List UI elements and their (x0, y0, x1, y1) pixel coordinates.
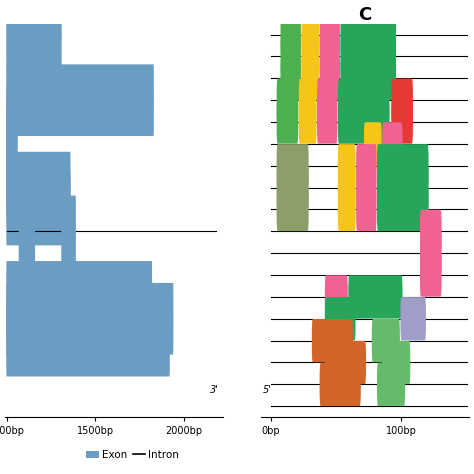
FancyBboxPatch shape (6, 130, 18, 201)
FancyBboxPatch shape (299, 100, 317, 144)
FancyBboxPatch shape (356, 144, 376, 187)
FancyBboxPatch shape (277, 166, 309, 209)
FancyBboxPatch shape (401, 297, 426, 340)
FancyBboxPatch shape (6, 86, 18, 158)
Text: 3': 3' (210, 385, 219, 395)
FancyBboxPatch shape (338, 79, 390, 122)
Legend: Exon, Intron: Exon, Intron (82, 446, 183, 464)
FancyBboxPatch shape (377, 363, 405, 406)
FancyBboxPatch shape (340, 13, 396, 56)
FancyBboxPatch shape (356, 166, 376, 209)
FancyBboxPatch shape (319, 35, 340, 78)
FancyBboxPatch shape (6, 108, 18, 180)
FancyBboxPatch shape (348, 275, 402, 319)
FancyBboxPatch shape (18, 195, 35, 267)
FancyBboxPatch shape (319, 363, 361, 406)
FancyBboxPatch shape (392, 100, 413, 144)
FancyBboxPatch shape (317, 100, 337, 144)
FancyBboxPatch shape (340, 57, 396, 100)
FancyBboxPatch shape (299, 79, 317, 122)
FancyBboxPatch shape (325, 297, 356, 340)
FancyBboxPatch shape (377, 166, 428, 209)
FancyBboxPatch shape (277, 188, 309, 231)
FancyBboxPatch shape (281, 13, 301, 56)
FancyBboxPatch shape (319, 57, 340, 100)
FancyBboxPatch shape (281, 57, 301, 100)
FancyBboxPatch shape (377, 188, 428, 231)
FancyBboxPatch shape (325, 341, 366, 384)
FancyBboxPatch shape (392, 79, 413, 122)
FancyBboxPatch shape (420, 210, 442, 253)
FancyBboxPatch shape (277, 144, 309, 187)
FancyBboxPatch shape (372, 319, 400, 362)
FancyBboxPatch shape (281, 35, 301, 78)
FancyBboxPatch shape (277, 100, 298, 144)
Title: C: C (358, 6, 372, 24)
FancyBboxPatch shape (356, 188, 376, 231)
FancyBboxPatch shape (319, 13, 340, 56)
FancyBboxPatch shape (6, 0, 62, 71)
FancyBboxPatch shape (301, 57, 319, 100)
FancyBboxPatch shape (325, 275, 348, 319)
FancyBboxPatch shape (301, 13, 319, 56)
FancyBboxPatch shape (6, 64, 154, 136)
FancyBboxPatch shape (420, 254, 442, 297)
FancyBboxPatch shape (301, 35, 319, 78)
FancyBboxPatch shape (382, 122, 402, 165)
FancyBboxPatch shape (61, 195, 76, 267)
FancyBboxPatch shape (312, 319, 353, 362)
FancyBboxPatch shape (340, 35, 396, 78)
FancyBboxPatch shape (6, 152, 71, 223)
FancyBboxPatch shape (338, 188, 356, 231)
FancyBboxPatch shape (277, 79, 298, 122)
FancyBboxPatch shape (364, 122, 382, 165)
FancyBboxPatch shape (382, 341, 410, 384)
FancyBboxPatch shape (420, 232, 442, 275)
FancyBboxPatch shape (6, 261, 152, 333)
FancyBboxPatch shape (338, 144, 356, 187)
FancyBboxPatch shape (338, 166, 356, 209)
FancyBboxPatch shape (6, 173, 71, 246)
FancyBboxPatch shape (338, 100, 390, 144)
Text: 5': 5' (263, 385, 272, 395)
FancyBboxPatch shape (317, 79, 337, 122)
FancyBboxPatch shape (6, 283, 173, 355)
FancyBboxPatch shape (6, 305, 170, 376)
FancyBboxPatch shape (377, 144, 428, 187)
